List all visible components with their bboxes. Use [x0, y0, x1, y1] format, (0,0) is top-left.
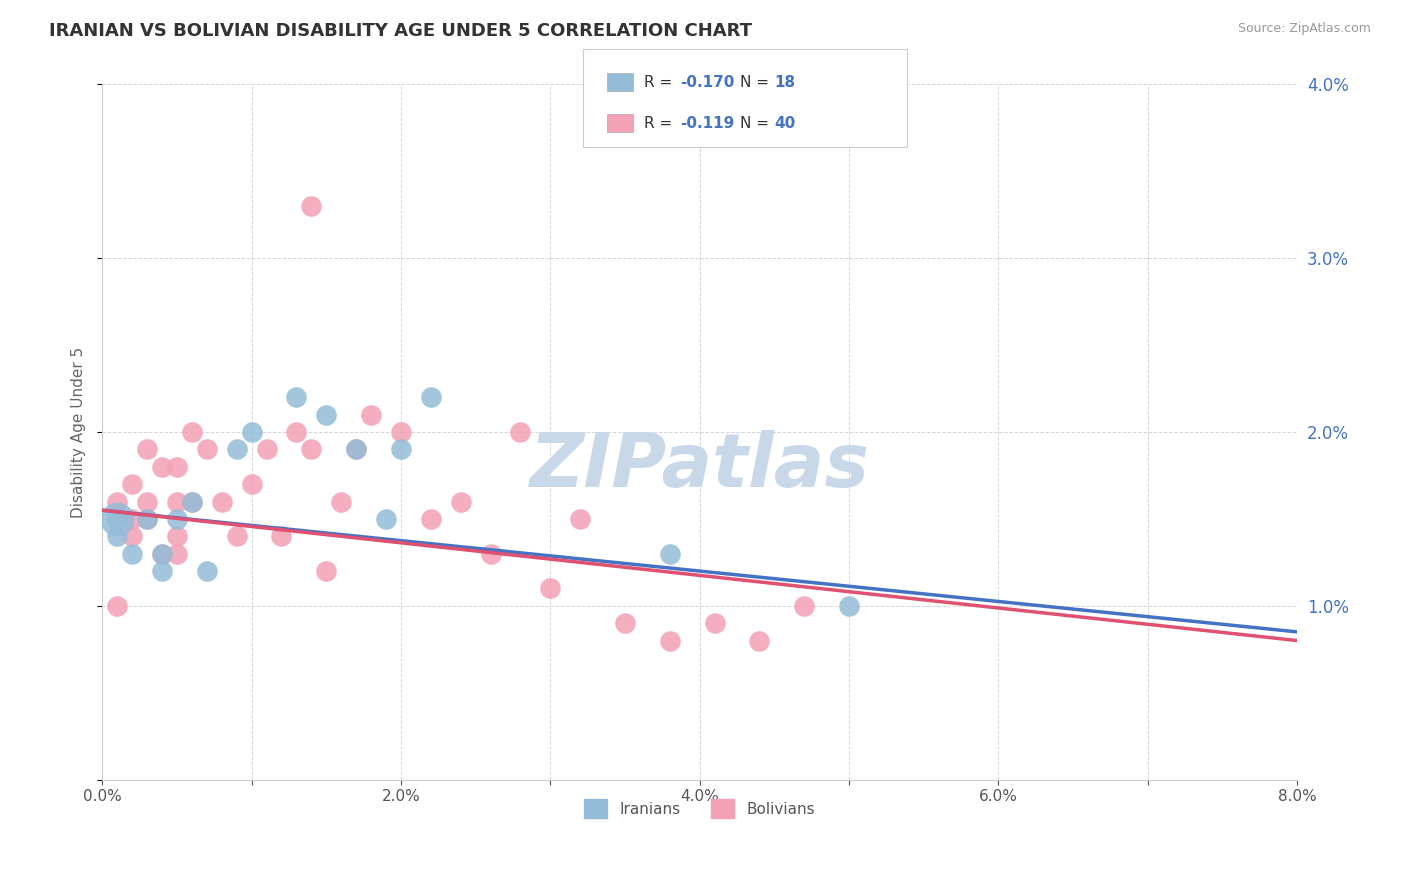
- Point: [330, 494, 353, 508]
- Point: [299, 199, 322, 213]
- Point: [121, 547, 143, 561]
- Point: [121, 529, 143, 543]
- Text: R =: R =: [644, 75, 678, 89]
- Point: [240, 477, 263, 491]
- Text: Source: ZipAtlas.com: Source: ZipAtlas.com: [1237, 22, 1371, 36]
- Point: [166, 529, 188, 543]
- Text: -0.119: -0.119: [681, 116, 735, 130]
- Point: [121, 512, 143, 526]
- Point: [748, 633, 770, 648]
- Point: [315, 408, 337, 422]
- Point: [389, 442, 412, 457]
- Point: [793, 599, 815, 613]
- Point: [419, 390, 441, 404]
- Point: [658, 633, 681, 648]
- Point: [270, 529, 292, 543]
- Point: [509, 425, 531, 439]
- Point: [285, 425, 308, 439]
- Point: [658, 547, 681, 561]
- Point: [136, 512, 159, 526]
- Point: [150, 547, 173, 561]
- Point: [150, 564, 173, 578]
- Point: [166, 494, 188, 508]
- Point: [360, 408, 382, 422]
- Text: N =: N =: [740, 75, 773, 89]
- Point: [614, 616, 637, 631]
- Point: [538, 582, 561, 596]
- Point: [225, 529, 247, 543]
- Point: [180, 494, 202, 508]
- Point: [389, 425, 412, 439]
- Point: [166, 512, 188, 526]
- Text: R =: R =: [644, 116, 678, 130]
- Point: [105, 494, 128, 508]
- Point: [299, 442, 322, 457]
- Point: [450, 494, 472, 508]
- Y-axis label: Disability Age Under 5: Disability Age Under 5: [72, 346, 86, 517]
- Text: IRANIAN VS BOLIVIAN DISABILITY AGE UNDER 5 CORRELATION CHART: IRANIAN VS BOLIVIAN DISABILITY AGE UNDER…: [49, 22, 752, 40]
- Point: [344, 442, 367, 457]
- Point: [195, 564, 218, 578]
- Point: [315, 564, 337, 578]
- Point: [150, 459, 173, 474]
- Point: [838, 599, 860, 613]
- Point: [180, 494, 202, 508]
- Text: 18: 18: [775, 75, 796, 89]
- Point: [569, 512, 592, 526]
- Text: N =: N =: [740, 116, 773, 130]
- Point: [105, 599, 128, 613]
- Point: [105, 512, 128, 526]
- Point: [136, 442, 159, 457]
- Text: ZIPatlas: ZIPatlas: [530, 430, 870, 503]
- Legend: Iranians, Bolivians: Iranians, Bolivians: [578, 793, 821, 824]
- Point: [150, 547, 173, 561]
- Point: [180, 425, 202, 439]
- Point: [105, 512, 128, 526]
- Point: [166, 459, 188, 474]
- Point: [344, 442, 367, 457]
- Point: [136, 494, 159, 508]
- Point: [419, 512, 441, 526]
- Point: [105, 529, 128, 543]
- Point: [166, 547, 188, 561]
- Point: [285, 390, 308, 404]
- Text: -0.170: -0.170: [681, 75, 735, 89]
- Point: [211, 494, 233, 508]
- Text: 40: 40: [775, 116, 796, 130]
- Point: [375, 512, 398, 526]
- Point: [240, 425, 263, 439]
- Point: [225, 442, 247, 457]
- Point: [136, 512, 159, 526]
- Point: [479, 547, 502, 561]
- Point: [703, 616, 725, 631]
- Point: [195, 442, 218, 457]
- Point: [121, 477, 143, 491]
- Point: [256, 442, 278, 457]
